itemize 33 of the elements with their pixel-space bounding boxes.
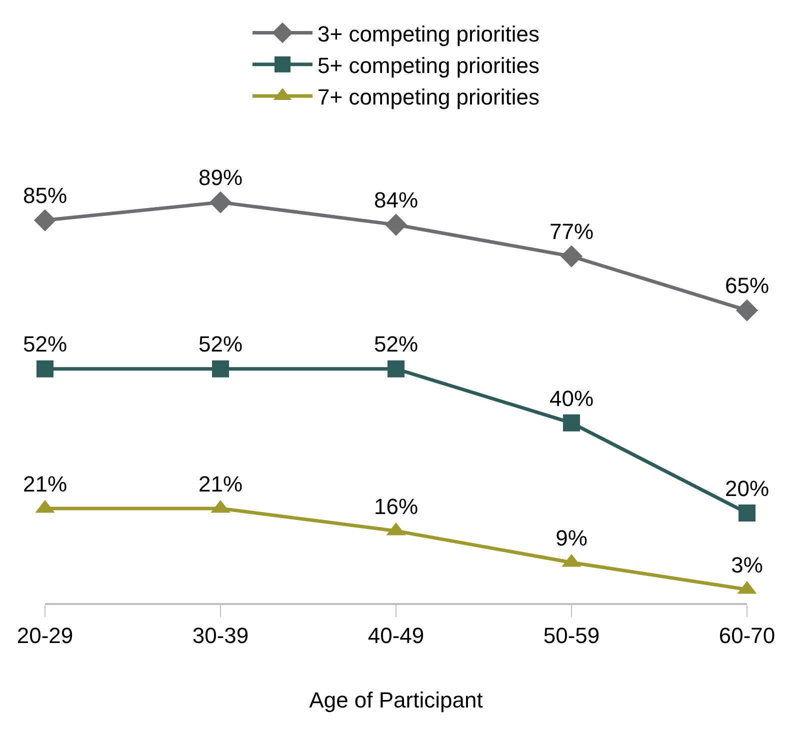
x-tick-label: 50-59 (543, 623, 600, 648)
legend-label: 3+ competing priorities (318, 21, 540, 46)
x-tick-label: 30-39 (192, 623, 249, 648)
point (36, 360, 54, 378)
point (736, 299, 758, 322)
point (34, 209, 56, 232)
x-axis-title: Age of Participant (309, 688, 483, 713)
point (384, 214, 408, 236)
data-label: 3% (731, 552, 763, 578)
data-label: 21% (198, 471, 243, 496)
point (563, 414, 580, 432)
data-label: 9% (556, 525, 588, 550)
point (388, 360, 404, 378)
data-label: 89% (198, 165, 243, 190)
data-label: 16% (374, 494, 418, 519)
legend-label: 5+ competing priorities (318, 52, 540, 78)
data-label: 52% (374, 332, 418, 357)
data-label: 52% (22, 332, 68, 357)
data-label: 21% (22, 471, 68, 496)
data-label: 85% (22, 183, 68, 208)
point (560, 245, 583, 268)
data-label: 52% (198, 332, 243, 357)
data-label: 20% (724, 476, 770, 501)
point (209, 191, 232, 214)
data-label: 65% (724, 273, 770, 298)
point (212, 360, 229, 378)
x-tick-label: 60-70 (718, 623, 776, 648)
legend-label: 7+ competing priorities (318, 84, 540, 110)
data-label: 40% (549, 386, 594, 411)
data-label: 77% (549, 219, 594, 244)
x-tick-label: 20-29 (16, 623, 74, 648)
data-label: 84% (374, 188, 418, 213)
x-tick-label: 40-49 (368, 623, 424, 648)
